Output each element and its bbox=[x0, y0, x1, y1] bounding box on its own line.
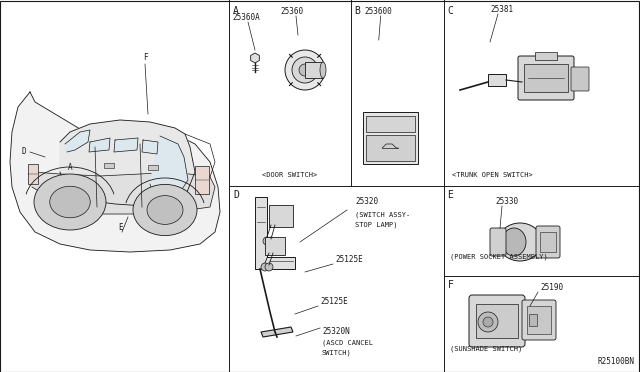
Polygon shape bbox=[65, 130, 90, 152]
Bar bbox=[365, 116, 415, 132]
FancyBboxPatch shape bbox=[571, 67, 589, 91]
Circle shape bbox=[263, 237, 271, 245]
Bar bbox=[488, 74, 506, 86]
Text: R25100BN: R25100BN bbox=[597, 357, 634, 366]
Text: (ASCD CANCEL: (ASCD CANCEL bbox=[322, 340, 373, 346]
Text: C: C bbox=[175, 223, 180, 232]
Text: F: F bbox=[447, 280, 453, 290]
Text: 25330: 25330 bbox=[495, 197, 518, 206]
Circle shape bbox=[261, 263, 269, 271]
Text: (SWITCH ASSY-: (SWITCH ASSY- bbox=[355, 211, 410, 218]
Bar bbox=[524, 64, 568, 92]
Polygon shape bbox=[114, 138, 138, 152]
FancyBboxPatch shape bbox=[536, 226, 560, 258]
Text: <TRUNK OPEN SWITCH>: <TRUNK OPEN SWITCH> bbox=[452, 172, 532, 178]
Ellipse shape bbox=[498, 223, 542, 261]
Text: 25381: 25381 bbox=[490, 5, 513, 14]
Text: 25125E: 25125E bbox=[335, 255, 363, 264]
Bar bbox=[476, 304, 518, 338]
Bar bbox=[365, 135, 415, 161]
Bar bbox=[540, 232, 556, 252]
Polygon shape bbox=[89, 138, 110, 152]
Text: 25125E: 25125E bbox=[320, 297, 348, 306]
Ellipse shape bbox=[50, 186, 90, 218]
FancyBboxPatch shape bbox=[490, 228, 506, 256]
FancyBboxPatch shape bbox=[522, 300, 556, 340]
Polygon shape bbox=[251, 53, 259, 63]
Bar bbox=[104, 163, 114, 168]
Text: E: E bbox=[447, 190, 453, 200]
Polygon shape bbox=[150, 136, 188, 204]
Ellipse shape bbox=[34, 174, 106, 230]
Bar bbox=[527, 306, 551, 334]
Text: 25190: 25190 bbox=[540, 283, 563, 292]
Ellipse shape bbox=[320, 62, 326, 78]
Bar bbox=[195, 166, 209, 194]
Circle shape bbox=[299, 64, 311, 76]
Bar bbox=[305, 62, 323, 78]
Circle shape bbox=[265, 263, 273, 271]
Text: B: B bbox=[145, 223, 150, 232]
Text: (POWER SOCKET ASSEMBLY): (POWER SOCKET ASSEMBLY) bbox=[449, 254, 547, 260]
FancyBboxPatch shape bbox=[518, 56, 574, 100]
Ellipse shape bbox=[147, 196, 183, 224]
Text: E: E bbox=[118, 223, 123, 232]
Text: A: A bbox=[233, 6, 239, 16]
Text: 25320N: 25320N bbox=[322, 327, 349, 336]
FancyBboxPatch shape bbox=[363, 112, 418, 164]
Circle shape bbox=[292, 57, 318, 83]
Polygon shape bbox=[10, 92, 220, 252]
Bar bbox=[535, 52, 557, 60]
Text: 25320: 25320 bbox=[355, 197, 378, 206]
Text: (SUNSHADE SWITCH): (SUNSHADE SWITCH) bbox=[449, 346, 522, 352]
Text: 253600: 253600 bbox=[365, 7, 392, 16]
Text: B: B bbox=[355, 6, 360, 16]
Text: STOP LAMP): STOP LAMP) bbox=[355, 222, 397, 228]
Polygon shape bbox=[60, 120, 195, 206]
Polygon shape bbox=[32, 172, 215, 214]
Text: D: D bbox=[233, 190, 239, 200]
Text: C: C bbox=[447, 6, 453, 16]
Text: F: F bbox=[143, 53, 147, 62]
Polygon shape bbox=[261, 327, 293, 337]
Bar bbox=[265, 237, 285, 255]
Circle shape bbox=[483, 317, 493, 327]
Text: SWITCH): SWITCH) bbox=[322, 350, 352, 356]
Circle shape bbox=[267, 237, 275, 245]
Circle shape bbox=[285, 50, 325, 90]
Text: D: D bbox=[22, 148, 27, 157]
Ellipse shape bbox=[502, 228, 526, 256]
Bar bbox=[269, 205, 293, 227]
Text: <DOOR SWITCH>: <DOOR SWITCH> bbox=[262, 172, 317, 178]
Bar bbox=[529, 314, 537, 326]
Bar bbox=[148, 165, 158, 170]
Ellipse shape bbox=[133, 185, 197, 235]
Text: 25360: 25360 bbox=[280, 7, 303, 16]
Polygon shape bbox=[142, 140, 158, 154]
Text: A: A bbox=[68, 163, 72, 171]
FancyBboxPatch shape bbox=[469, 295, 525, 347]
Bar bbox=[28, 164, 38, 184]
Circle shape bbox=[478, 312, 498, 332]
Polygon shape bbox=[255, 197, 295, 269]
Text: 25360A: 25360A bbox=[232, 13, 260, 22]
